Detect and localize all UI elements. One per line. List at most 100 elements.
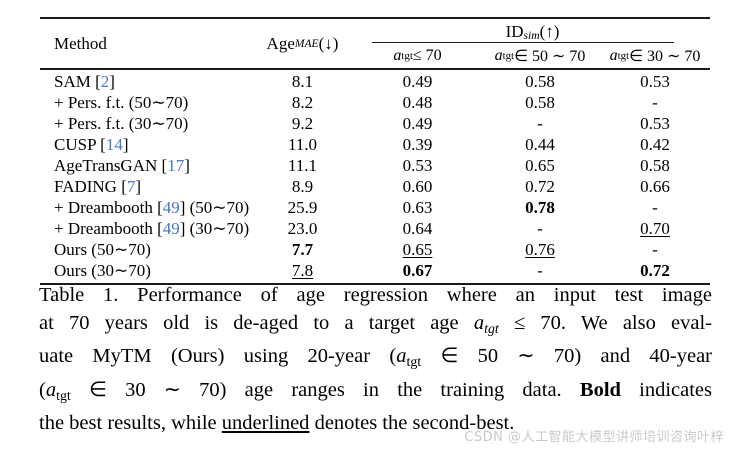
value-cell: 0.39 <box>355 135 480 155</box>
text-segment: a <box>609 46 618 64</box>
text-segment: - <box>652 240 658 260</box>
value-cell: 8.1 <box>250 72 355 92</box>
text-segment: 7.8 <box>291 261 314 281</box>
text-segment: + Pers. f.t. (30∼70) <box>54 113 189 133</box>
text-segment: ] (30∼70) <box>179 219 250 239</box>
citation-ref: 14 <box>105 134 123 154</box>
value-cell: 0.53 <box>600 72 710 92</box>
column-header-method: Method <box>40 19 250 68</box>
value-cell: 7.8 <box>250 261 355 281</box>
text-segment: a <box>473 311 485 334</box>
text-segment: indicates <box>620 378 712 401</box>
text-segment: 0.58 <box>640 155 670 175</box>
text-segment: a <box>396 345 407 368</box>
text-segment: SAM [ <box>54 71 101 91</box>
text-segment: - <box>537 113 543 133</box>
method-cell: AgeTransGAN [17] <box>40 156 250 176</box>
text-segment: 0.60 <box>402 177 433 197</box>
text-segment: 25.9 <box>287 198 318 218</box>
text-segment: a <box>45 378 57 401</box>
text-segment: 0.49 <box>402 113 433 133</box>
text-segment: ] <box>109 71 115 91</box>
text-segment: 0.39 <box>402 134 433 154</box>
text-segment: Bold <box>579 378 621 401</box>
column-subheader: a tgt ≤ 70 <box>355 43 480 68</box>
text-segment: 0.67 <box>402 261 433 281</box>
method-cell: Ours (50∼70) <box>40 240 250 260</box>
id-sim-base: ID <box>505 22 524 41</box>
value-cell: 8.2 <box>250 93 355 113</box>
text-segment: 0.53 <box>640 71 670 91</box>
text-segment: CUSP [ <box>54 134 106 154</box>
caption-line: Table 1. Performance of age regression w… <box>39 282 712 310</box>
value-cell: - <box>480 114 600 134</box>
text-segment: 0.78 <box>525 198 555 218</box>
text-segment: ≤ 70 <box>412 46 442 64</box>
text-segment: 9.2 <box>291 113 314 133</box>
table-body: SAM [2] 8.1 0.49 0.58 0.53 + Pers. f.t. (50∼7… <box>40 70 710 283</box>
method-cell: + Dreambooth [49] (30∼70) <box>40 219 250 239</box>
table-row: AgeTransGAN [17] 11.1 0.53 0.65 0.58 <box>40 155 710 176</box>
text-segment: AgeTransGAN [ <box>54 155 168 175</box>
value-cell: 9.2 <box>250 114 355 134</box>
table-header: Method Age MAE (↓) ID sim (↑) a tgt ≤ 70 a tgt … <box>40 19 710 70</box>
value-cell: 0.58 <box>600 156 710 176</box>
value-cell: 0.58 <box>480 93 600 113</box>
value-cell: 0.65 <box>355 240 480 260</box>
column-group-header-id-sim: ID sim (↑) <box>355 19 710 43</box>
citation-ref: 49 <box>162 198 180 218</box>
text-segment: tgt <box>484 321 499 337</box>
value-cell: 0.42 <box>600 135 710 155</box>
text-segment: - <box>537 261 543 281</box>
id-sim-subscript: sim <box>523 29 540 42</box>
value-cell: 0.53 <box>355 156 480 176</box>
value-cell: 0.60 <box>355 177 480 197</box>
text-segment: 23.0 <box>287 219 318 239</box>
text-segment: 0.72 <box>525 177 555 197</box>
text-segment: 0.76 <box>525 240 555 260</box>
value-cell: 0.63 <box>355 198 480 218</box>
text-segment: ] <box>184 155 190 175</box>
value-cell: 0.48 <box>355 93 480 113</box>
table-row: + Dreambooth [49] (30∼70) 23.0 0.64 - 0.70 <box>40 219 710 240</box>
table-row: + Pers. f.t. (30∼70) 9.2 0.49 - 0.53 <box>40 113 710 134</box>
table-row: FADING [7] 8.9 0.60 0.72 0.66 <box>40 176 710 197</box>
table-row: + Dreambooth [49] (50∼70) 25.9 0.63 0.78 - <box>40 198 710 219</box>
text-segment: 0.72 <box>640 261 670 281</box>
text-segment: ∈ 30 ∼ 70 <box>629 47 701 65</box>
table-row: SAM [2] 8.1 0.49 0.58 0.53 <box>40 71 710 92</box>
value-cell: 0.78 <box>480 198 600 218</box>
value-cell: 0.64 <box>355 219 480 239</box>
text-segment: ] <box>122 134 129 154</box>
text-segment: ∈ 50 ∼ 70) and 40-year <box>421 345 713 368</box>
value-cell: 25.9 <box>250 198 355 218</box>
caption-line: uate MyTM (Ours) using 20-year (atgt ∈ 5… <box>39 343 712 376</box>
text-segment: ∈ 50 ∼ 70 <box>514 47 586 65</box>
text-segment: - <box>652 92 658 112</box>
text-segment: 0.65 <box>525 155 555 175</box>
text-segment: 0.44 <box>525 134 555 154</box>
subcolumn-header-row: a tgt ≤ 70 a tgt ∈ 50 ∼ 70 a tgt ∈ 30 ∼ 70 <box>355 43 710 68</box>
cmidrule-divider <box>372 42 674 43</box>
citation-ref: 49 <box>162 219 180 239</box>
text-segment: 8.1 <box>291 71 314 91</box>
text-segment: Table 1. Performance of age regression w… <box>39 284 712 306</box>
text-segment: 0.66 <box>640 177 670 197</box>
method-cell: + Pers. f.t. (30∼70) <box>40 114 250 134</box>
text-segment: 0.70 <box>640 219 670 239</box>
age-mae-subscript: MAE <box>294 37 319 50</box>
value-cell: - <box>480 261 600 281</box>
value-cell: - <box>600 240 710 260</box>
citation-ref: 17 <box>167 155 185 175</box>
citation-ref: 2 <box>100 71 110 91</box>
text-segment: denotes the second-best. <box>309 412 515 435</box>
column-subheader: a tgt ∈ 50 ∼ 70 <box>480 43 600 68</box>
value-cell: 0.72 <box>600 261 710 281</box>
id-sim-arrow: (↑) <box>539 22 560 41</box>
id-sim-column-group: ID sim (↑) a tgt ≤ 70 a tgt ∈ 50 ∼ 70 a tgt ∈ 3… <box>355 19 710 68</box>
text-segment: Ours (50∼70) <box>54 240 151 260</box>
csdn-watermark: CSDN @人工智能大模型讲师培训咨询叶梓 <box>464 430 724 445</box>
value-cell: 0.53 <box>600 114 710 134</box>
text-segment: 0.53 <box>402 155 433 175</box>
text-segment: underlined <box>221 412 310 435</box>
